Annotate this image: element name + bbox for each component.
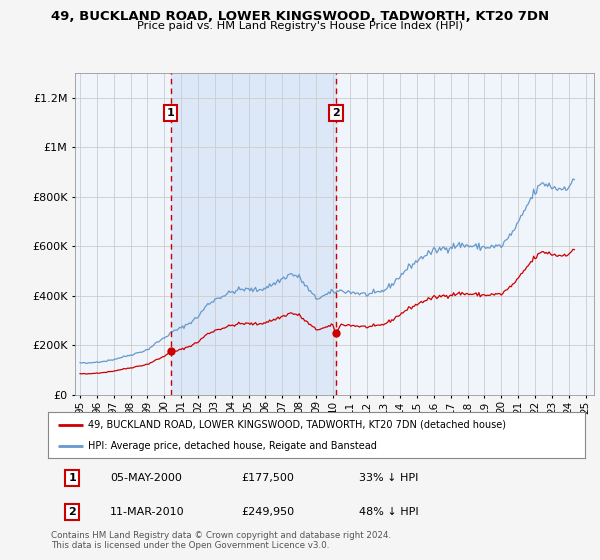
Text: 33% ↓ HPI: 33% ↓ HPI xyxy=(359,473,419,483)
Text: 1: 1 xyxy=(167,108,175,118)
Text: £249,950: £249,950 xyxy=(241,507,295,517)
Text: HPI: Average price, detached house, Reigate and Banstead: HPI: Average price, detached house, Reig… xyxy=(88,441,377,451)
Text: 11-MAR-2010: 11-MAR-2010 xyxy=(110,507,184,517)
Text: £177,500: £177,500 xyxy=(241,473,294,483)
Text: 48% ↓ HPI: 48% ↓ HPI xyxy=(359,507,419,517)
Bar xyxy=(170,73,336,395)
Text: 49, BUCKLAND ROAD, LOWER KINGSWOOD, TADWORTH, KT20 7DN: 49, BUCKLAND ROAD, LOWER KINGSWOOD, TADW… xyxy=(51,10,549,22)
Text: Price paid vs. HM Land Registry's House Price Index (HPI): Price paid vs. HM Land Registry's House … xyxy=(137,21,463,31)
Text: 49, BUCKLAND ROAD, LOWER KINGSWOOD, TADWORTH, KT20 7DN (detached house): 49, BUCKLAND ROAD, LOWER KINGSWOOD, TADW… xyxy=(88,419,506,430)
Text: 1: 1 xyxy=(68,473,76,483)
Text: Contains HM Land Registry data © Crown copyright and database right 2024.
This d: Contains HM Land Registry data © Crown c… xyxy=(51,531,391,550)
Text: 2: 2 xyxy=(68,507,76,517)
Text: 05-MAY-2000: 05-MAY-2000 xyxy=(110,473,182,483)
Text: 2: 2 xyxy=(332,108,340,118)
